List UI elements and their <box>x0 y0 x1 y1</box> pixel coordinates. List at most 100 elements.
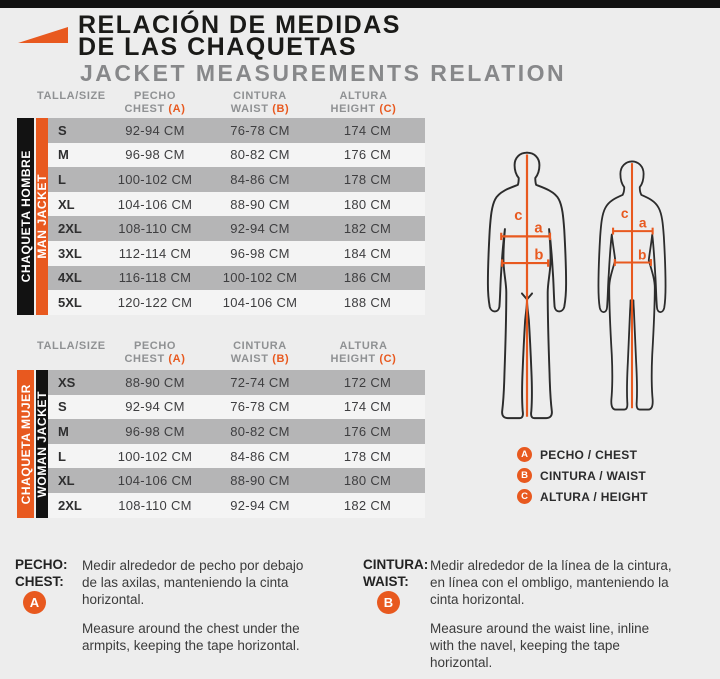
column-header-height-en: HEIGHT (C) <box>310 103 417 116</box>
chest-cell: 92-94 CM <box>125 122 185 138</box>
size-cell: XL <box>58 196 75 212</box>
waist-cell: 96-98 CM <box>230 245 290 261</box>
waist-key: (B) <box>272 353 290 365</box>
size-cell: S <box>58 399 67 415</box>
table-row: S 92-94 CM 76-78 CM 174 CM <box>48 118 425 143</box>
waist-cell: 76-78 CM <box>230 399 290 415</box>
size-cell: XL <box>58 473 75 489</box>
height-cell: 184 CM <box>343 245 392 261</box>
column-header-waist-es: CINTURA <box>233 90 287 102</box>
table-row: L 100-102 CM 84-86 CM 178 CM <box>48 167 425 192</box>
height-cell: 180 CM <box>343 196 392 212</box>
legend-label-height: ALTURA / HEIGHT <box>540 489 648 504</box>
waist-cell: 80-82 CM <box>230 147 290 163</box>
note-chest-term-es: PECHO: <box>15 557 68 572</box>
height-cell: 188 CM <box>343 294 392 310</box>
woman-side-bar-en: WOMAN JACKET <box>35 370 49 518</box>
table-row: M 96-98 CM 80-82 CM 176 CM <box>48 142 425 168</box>
chest-cell: 108-110 CM <box>118 497 192 513</box>
height-en-text: HEIGHT <box>330 103 376 115</box>
size-cell: L <box>58 448 66 464</box>
height-cell: 182 CM <box>343 497 392 513</box>
page-title: RELACIÓN DE MEDIDAS DE LAS CHAQUETAS <box>78 11 401 59</box>
measurement-legend: A PECHO / CHEST B CINTURA / WAIST C ALTU… <box>517 444 648 507</box>
note-waist-text-en: Measure around the waist line, inline wi… <box>430 621 650 670</box>
table-row: 5XL 120-122 CM 104-106 CM 188 CM <box>48 290 425 315</box>
woman-figure-diagram: c a b <box>597 160 667 411</box>
chest-cell: 100-102 CM <box>117 171 193 187</box>
man-table-rows: S 92-94 CM 76-78 CM 174 CM M 96-98 CM 80-82 C… <box>48 118 425 315</box>
page-title-line1: RELACIÓN DE MEDIDAS <box>78 11 401 39</box>
table-row: 2XL 108-110 CM 92-94 CM 182 CM <box>48 216 425 241</box>
page-subtitle: JACKET MEASUREMENTS RELATION <box>80 60 567 86</box>
size-cell: 2XL <box>58 497 82 513</box>
mark-a: a <box>639 216 647 231</box>
man-side-label-en: MAN JACKET <box>35 174 49 259</box>
waist-key: (B) <box>272 103 290 115</box>
waist-cell: 84-86 CM <box>230 171 290 187</box>
column-header-size: TALLA/SIZE <box>37 90 106 102</box>
size-cell: 3XL <box>58 245 82 261</box>
woman-side-bar-es: CHAQUETA MUJER <box>17 370 34 518</box>
note-chest-term-en: CHEST: <box>15 574 64 589</box>
note-chest-text: Medir alrededor de pecho por debajo de l… <box>82 557 314 666</box>
height-key: (C) <box>379 353 397 365</box>
mark-c: c <box>621 206 629 221</box>
legend-badge-c: C <box>517 489 532 504</box>
chest-cell: 100-102 CM <box>117 448 193 464</box>
legend-item-height: C ALTURA / HEIGHT <box>517 486 648 507</box>
table-row: XL 104-106 CM 88-90 CM 180 CM <box>48 191 425 217</box>
chest-cell: 120-122 CM <box>117 294 193 310</box>
note-waist-term: CINTURA: WAIST: <box>363 556 428 590</box>
height-cell: 176 CM <box>343 147 392 163</box>
size-cell: XS <box>58 374 76 390</box>
man-side-bar-es: CHAQUETA HOMBRE <box>17 118 34 315</box>
chest-cell: 116-118 CM <box>118 270 192 286</box>
brand-wedge-icon <box>18 27 68 43</box>
chest-en-text: CHEST <box>124 103 165 115</box>
column-header-chest: PECHO CHEST (A) <box>100 90 210 116</box>
legend-badge-b: B <box>517 468 532 483</box>
height-en-text: HEIGHT <box>330 353 376 365</box>
legend-item-waist: B CINTURA / WAIST <box>517 465 648 486</box>
man-figure-diagram: c a b <box>486 151 568 420</box>
woman-side-label-en: WOMAN JACKET <box>35 390 49 498</box>
waist-cell: 76-78 CM <box>230 122 290 138</box>
chest-cell: 96-98 CM <box>125 423 185 439</box>
note-chest-term: PECHO: CHEST: <box>15 556 68 590</box>
man-side-bar-en: MAN JACKET <box>35 118 49 315</box>
note-badge-a: A <box>23 591 46 614</box>
column-header-waist-en: WAIST (B) <box>210 353 310 366</box>
waist-cell: 80-82 CM <box>230 423 290 439</box>
size-cell: M <box>58 423 69 439</box>
waist-en-text: WAIST <box>230 103 269 115</box>
height-cell: 174 CM <box>343 399 392 415</box>
chest-cell: 96-98 CM <box>125 147 185 163</box>
waist-cell: 100-102 CM <box>222 270 298 286</box>
column-header-chest-en: CHEST (A) <box>100 353 210 366</box>
size-cell: 4XL <box>58 270 82 286</box>
woman-side-label-es: CHAQUETA MUJER <box>18 383 33 505</box>
chest-cell: 88-90 CM <box>125 374 185 390</box>
mark-b: b <box>638 247 646 262</box>
legend-label-waist: CINTURA / WAIST <box>540 468 647 483</box>
chest-key: (A) <box>168 103 186 115</box>
legend-label-chest: PECHO / CHEST <box>540 447 638 462</box>
column-header-height: ALTURA HEIGHT (C) <box>310 90 417 116</box>
column-header-waist-en: WAIST (B) <box>210 103 310 116</box>
height-cell: 178 CM <box>343 448 392 464</box>
height-cell: 176 CM <box>343 423 392 439</box>
table-row: S 92-94 CM 76-78 CM 174 CM <box>48 394 425 420</box>
column-header-height-es: ALTURA <box>339 90 388 102</box>
mark-a: a <box>534 221 543 237</box>
table-row: XL 104-106 CM 88-90 CM 180 CM <box>48 468 425 493</box>
table-row: 3XL 112-114 CM 96-98 CM 184 CM <box>48 240 425 266</box>
size-cell: M <box>58 147 69 163</box>
table-row: 4XL 116-118 CM 100-102 CM 186 CM <box>48 265 425 291</box>
waist-cell: 92-94 CM <box>230 221 290 237</box>
woman-table-header: TALLA/SIZE PECHO CHEST (A) CINTURA WAIST… <box>17 340 417 366</box>
column-header-chest-es: PECHO <box>133 340 177 352</box>
chest-cell: 112-114 CM <box>118 245 192 261</box>
column-header-height-en: HEIGHT (C) <box>310 353 417 366</box>
table-row: M 96-98 CM 80-82 CM 176 CM <box>48 419 425 444</box>
